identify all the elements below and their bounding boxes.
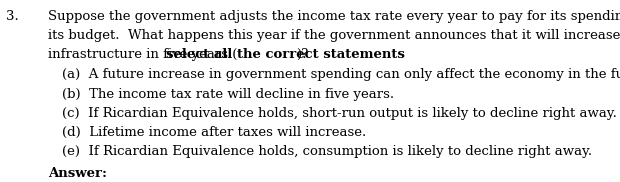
Text: (b)  The income tax rate will decline in five years.: (b) The income tax rate will decline in …: [62, 88, 394, 101]
Text: (a)  A future increase in government spending can only affect the economy in the: (a) A future increase in government spen…: [62, 68, 620, 81]
Text: Suppose the government adjusts the income tax rate every year to pay for its spe: Suppose the government adjusts the incom…: [48, 10, 620, 23]
Text: )?: )?: [296, 48, 309, 61]
Text: (c)  If Ricardian Equivalence holds, short-run output is likely to decline right: (c) If Ricardian Equivalence holds, shor…: [62, 107, 617, 120]
Text: select all the correct statements: select all the correct statements: [166, 48, 405, 61]
Text: 3.: 3.: [6, 10, 19, 23]
Text: its budget.  What happens this year if the government announces that it will inc: its budget. What happens this year if th…: [48, 29, 620, 42]
Text: Answer:: Answer:: [48, 167, 107, 180]
Text: (e)  If Ricardian Equivalence holds, consumption is likely to decline right away: (e) If Ricardian Equivalence holds, cons…: [62, 145, 592, 158]
Text: infrastructure in five years (: infrastructure in five years (: [48, 48, 237, 61]
Text: (d)  Lifetime income after taxes will increase.: (d) Lifetime income after taxes will inc…: [62, 126, 366, 139]
